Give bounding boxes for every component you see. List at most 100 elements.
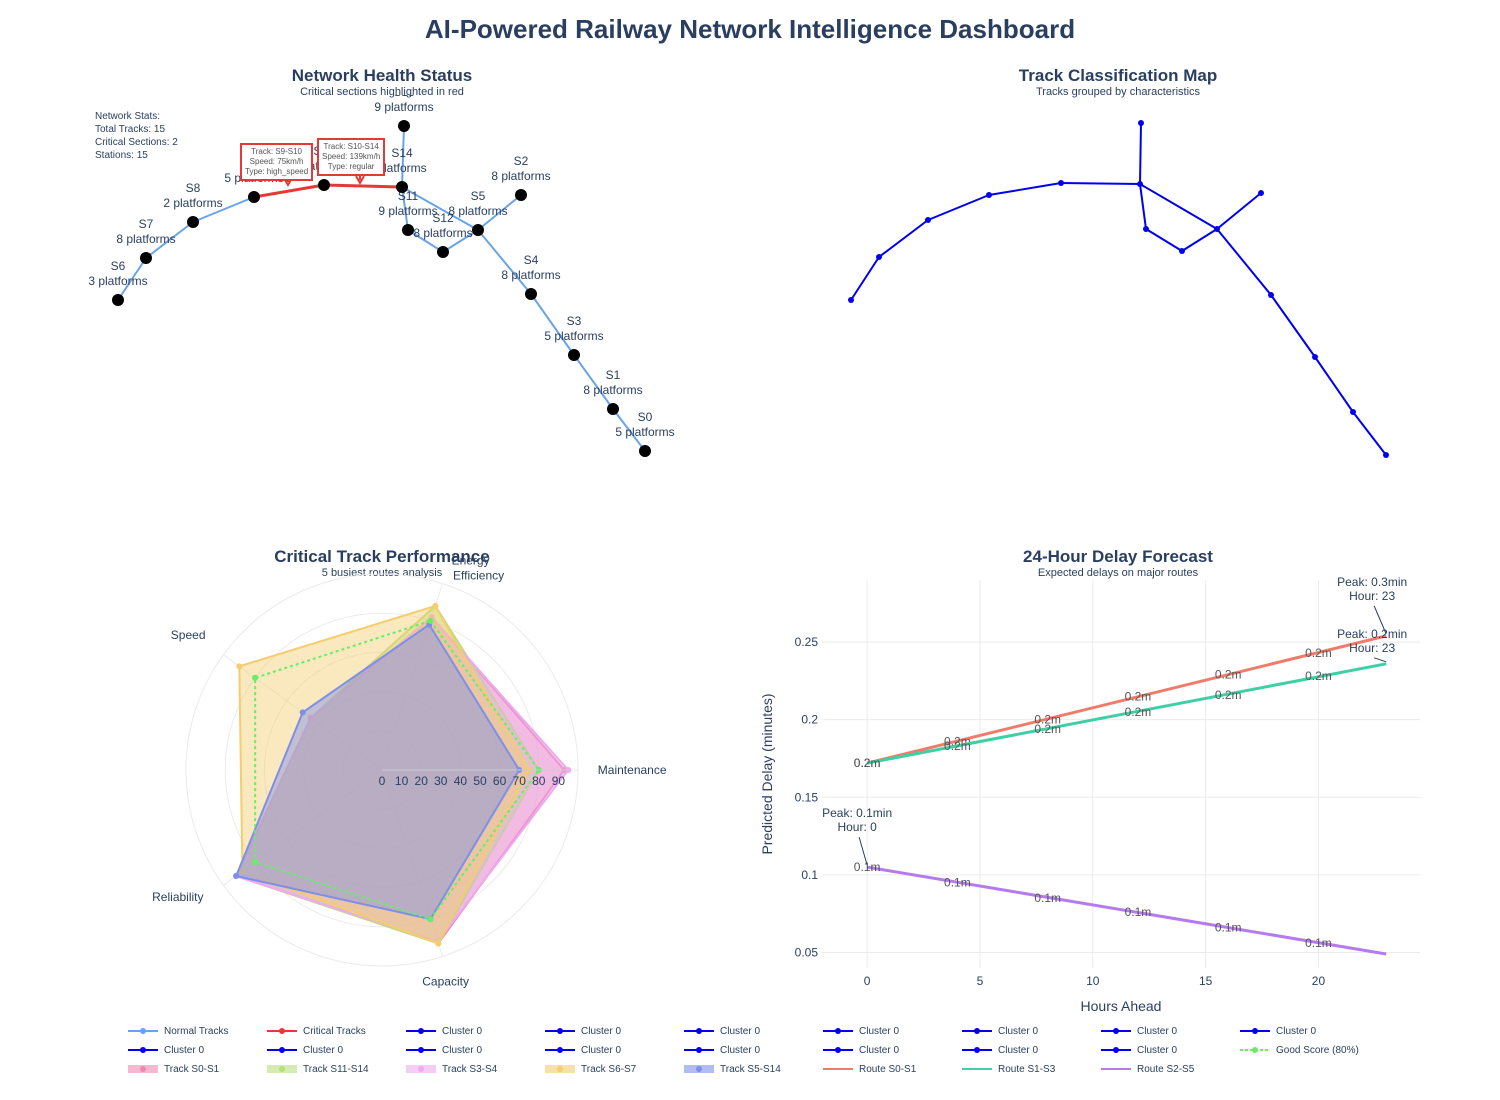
normal-track [477, 194, 522, 231]
station-name: S8 [186, 181, 201, 195]
station-marker [140, 252, 152, 264]
legend-item[interactable]: Track S0-S1 [128, 1064, 219, 1075]
legend-swatch [128, 1065, 158, 1074]
cluster-track [1060, 182, 1141, 185]
legend-item[interactable]: Track S6-S7 [545, 1064, 636, 1075]
tooltip-line: Speed: 75km/h [249, 157, 304, 166]
radar-panel-title: Critical Track Performance [274, 547, 490, 566]
network-stats: Network Stats: Total Tracks: 15 Critical… [95, 110, 178, 162]
station-marker [639, 445, 651, 457]
cluster-track [1216, 192, 1262, 230]
radar-axis-label: Capacity [422, 975, 469, 989]
legend-item[interactable]: Cluster 0 [962, 1045, 1038, 1056]
legend-label: Track S5-S14 [720, 1064, 781, 1075]
legend-label: Cluster 0 [859, 1045, 900, 1056]
legend-item[interactable]: Good Score (80%) [1240, 1045, 1359, 1056]
legend-swatch [267, 1065, 297, 1074]
cluster-node [1383, 452, 1389, 458]
radar-axis-label: Speed [171, 628, 206, 642]
legend-item[interactable]: Cluster 0 [823, 1026, 899, 1037]
legend-label: Cluster 0 [164, 1045, 205, 1056]
legend-item[interactable]: Track S11-S14 [267, 1064, 369, 1075]
critical-track-tooltip: Track: S9-S10 Speed: 75km/h Type: high_s… [240, 143, 314, 181]
legend-item[interactable]: Cluster 0 [545, 1026, 621, 1037]
forecast-point-label: 0.2m [1305, 669, 1332, 683]
legend-item[interactable]: Cluster 0 [684, 1026, 760, 1037]
cluster-track [1314, 356, 1354, 413]
station-marker [187, 216, 199, 228]
legend-label: Good Score (80%) [1276, 1045, 1359, 1056]
legend-swatch [267, 1047, 297, 1054]
tooltip-line: Type: regular [327, 162, 375, 171]
x-tick-label: 20 [1312, 974, 1326, 988]
legend-marker [696, 1047, 702, 1054]
cluster-track [850, 256, 880, 301]
legend-item[interactable]: Track S5-S14 [684, 1064, 781, 1075]
y-axis-label: Predicted Delay (minutes) [759, 693, 775, 854]
legend-item[interactable]: Cluster 0 [684, 1045, 760, 1056]
legend-item[interactable]: Cluster 0 [545, 1045, 621, 1056]
legend-item[interactable]: Cluster 0 [128, 1045, 204, 1056]
normal-track [117, 257, 147, 301]
annotation-arrow [1373, 605, 1387, 635]
station-name: S4 [524, 253, 539, 267]
legend-label: Cluster 0 [998, 1026, 1039, 1037]
legend-item[interactable]: Normal Tracks [128, 1026, 228, 1037]
radar-axis-label-part: Energy [452, 555, 490, 567]
legend-item[interactable]: Critical Tracks [267, 1026, 366, 1037]
legend-item[interactable]: Cluster 0 [406, 1045, 482, 1056]
legend-marker [1252, 1028, 1258, 1035]
tooltip-line: Track: S10-S14 [323, 142, 379, 151]
station-name: S5 [471, 189, 486, 203]
cluster-node [1179, 248, 1185, 254]
station-name: S12 [432, 211, 454, 225]
x-axis-label: Hours Ahead [1081, 998, 1162, 1014]
legend-item[interactable]: Cluster 0 [1101, 1045, 1177, 1056]
radar-point [299, 709, 306, 716]
legend-label: Cluster 0 [442, 1045, 483, 1056]
legend-marker [974, 1028, 980, 1035]
legend-item[interactable]: Cluster 0 [267, 1045, 343, 1056]
stats-line: Total Tracks: 15 [95, 124, 166, 135]
cluster-panel-subtitle: Tracks grouped by characteristics [1035, 86, 1201, 98]
legend-label: Route S2-S5 [1137, 1064, 1195, 1075]
station-marker [515, 189, 527, 201]
radar-axis-label: Reliability [152, 890, 203, 904]
forecast-point-label: 0.2m [1215, 668, 1242, 682]
station-platforms: 8 platforms [491, 169, 550, 183]
x-tick-label: 10 [1086, 974, 1100, 988]
legend-swatch [1240, 1028, 1270, 1035]
x-tick-label: 5 [977, 974, 984, 988]
legend-item[interactable]: Route S1-S3 [962, 1064, 1055, 1075]
forecast-point-label: 0.1m [1125, 905, 1152, 919]
forecast-point-label: 0.2m [1305, 646, 1332, 660]
legend-item[interactable]: Cluster 0 [1240, 1026, 1316, 1037]
station-marker [437, 246, 449, 258]
cluster-node [1138, 120, 1144, 126]
station-platforms: 5 platforms [615, 425, 674, 439]
legend-swatch [1101, 1068, 1131, 1071]
legend-swatch [823, 1047, 853, 1054]
dashboard-title: AI-Powered Railway Network Intelligence … [424, 14, 1076, 44]
annotation-arrow [858, 836, 868, 866]
station-platforms: 3 platforms [88, 274, 147, 288]
forecast-point-label: 0.2m [1034, 713, 1061, 727]
annotation-text: Peak: 0.2min [1337, 627, 1407, 641]
radar-series-area [238, 604, 531, 945]
legend-item[interactable]: Track S3-S4 [406, 1064, 497, 1075]
legend-item[interactable]: Cluster 0 [1101, 1026, 1177, 1037]
radar-axis-label: Maintenance [598, 763, 667, 777]
critical-track-tooltip: Track: S10-S14 Speed: 139km/h Type: regu… [317, 138, 386, 176]
legend-marker [974, 1047, 980, 1054]
legend-item[interactable]: Cluster 0 [406, 1026, 482, 1037]
legend-item[interactable]: Cluster 0 [823, 1045, 899, 1056]
legend-item[interactable]: Route S0-S1 [823, 1064, 916, 1075]
legend-item[interactable]: Route S2-S5 [1101, 1064, 1194, 1075]
cluster-panel-title: Track Classification Map [1018, 66, 1218, 85]
cluster-track [1181, 228, 1218, 252]
x-tick-label: 15 [1199, 974, 1213, 988]
good-score-reference [254, 619, 541, 921]
legend-item[interactable]: Cluster 0 [962, 1026, 1038, 1037]
legend-label: Critical Tracks [303, 1026, 366, 1037]
legend-marker [557, 1047, 563, 1054]
